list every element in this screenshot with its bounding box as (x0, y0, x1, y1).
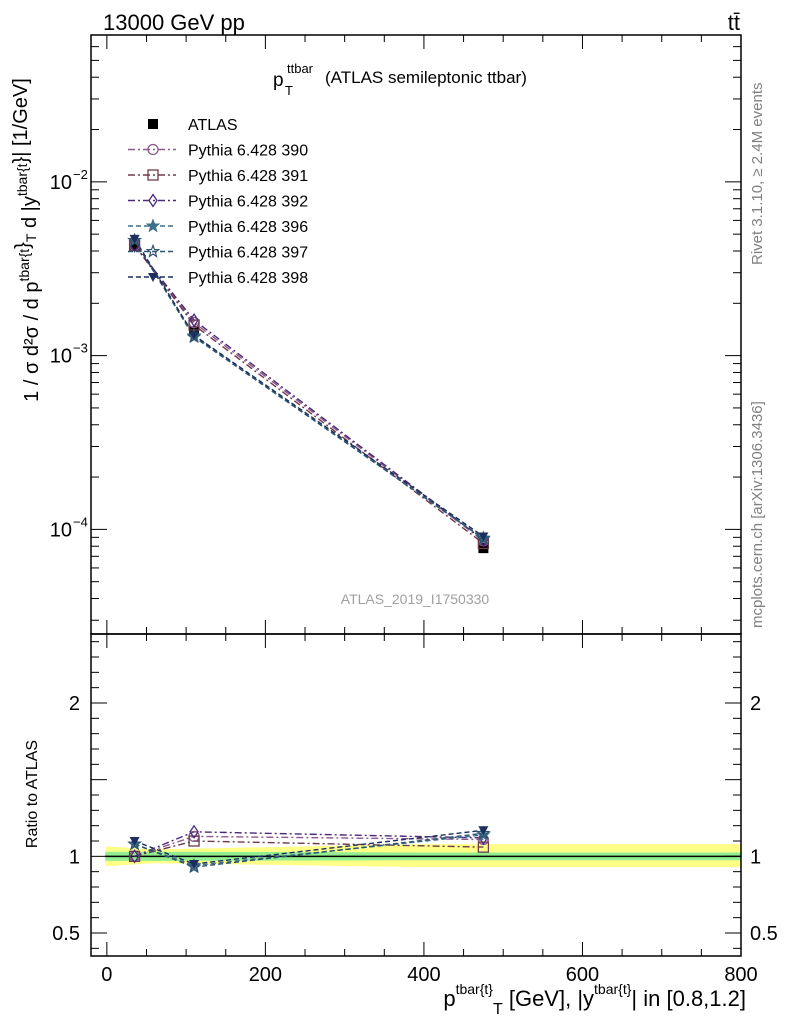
legend-marker-pythia-6-428-391 (147, 169, 159, 181)
ratio-frame (90, 633, 742, 957)
legend-marker-pythia-6-428-398 (148, 273, 158, 282)
y-tick-label: 10 (50, 346, 72, 368)
plot-title-rest: (ATLAS semileptonic ttbar) (325, 68, 527, 87)
x-tick-label: 800 (724, 964, 757, 986)
line-pythia-6-428-397 (134, 240, 484, 539)
header-left: 13000 GeV pp (103, 10, 245, 35)
ratio-point-pythia-6-428-397-0 (127, 836, 142, 851)
ratio-y-tick-label-right: 1 (750, 846, 761, 868)
ratio-point-pythia-6-428-391-2 (477, 841, 490, 853)
line-pythia-6-428-396 (134, 240, 484, 540)
main-y-axis-label: 1 / σ d²σ / d ptbar{t}T d |ytbar{t}| [1/… (10, 78, 43, 402)
series-lines (134, 238, 484, 868)
ratio-y-tick-label: 1 (69, 846, 80, 868)
point-atlas-0 (129, 240, 140, 251)
line-pythia-6-428-398 (134, 238, 484, 538)
legend-label-pythia-6-428-392: Pythia 6.428 392 (188, 194, 308, 211)
ratio-point-pythia-6-428-392-1 (189, 824, 199, 839)
x-tick-label: 200 (249, 964, 282, 986)
plot-title-sub: T (285, 83, 293, 98)
legend-marker-pythia-6-428-397 (145, 243, 161, 258)
ratio-point-pythia-6-428-392-0 (129, 849, 140, 864)
legend-label-pythia-6-428-397: Pythia 6.428 397 (188, 245, 308, 262)
ratio-y-tick-label: 2 (69, 693, 80, 715)
ratio-line-pythia-6-428-398 (134, 829, 484, 865)
y-tick-label-exponent: −2 (73, 167, 88, 182)
legend-label-pythia-6-428-390: Pythia 6.428 390 (188, 143, 308, 160)
header-right: tt̄ (728, 10, 740, 35)
plot-title-p: p (273, 70, 284, 91)
ratio-line-pythia-6-428-397 (134, 832, 484, 868)
x-axis-label: ptbar{t}T [GeV], |ytbar{t}| in [0.8,1.2] (443, 981, 746, 1018)
point-pythia-6-428-398-2 (478, 532, 489, 542)
x-tick-label: 600 (566, 964, 599, 986)
ratio-point-pythia-6-428-391-1 (188, 835, 200, 847)
legend-marker-atlas (148, 119, 158, 129)
line-pythia-6-428-392 (134, 245, 484, 541)
line-pythia-6-428-391 (134, 245, 484, 544)
ratio-point-pythia-6-428-398-2 (478, 826, 489, 836)
y-tick-label-exponent: −4 (73, 514, 88, 529)
plot-title-sup: ttbar (287, 61, 314, 76)
analysis-id: ATLAS_2019_I1750330 (341, 591, 490, 607)
ratio-point-pythia-6-428-398-0 (129, 837, 140, 846)
line-pythia-6-428-390 (134, 245, 484, 542)
ratio-uncertainty-bands (105, 844, 742, 868)
point-pythia-6-428-392-1 (189, 312, 199, 328)
ratio-point-pythia-6-428-397-2 (476, 825, 491, 840)
legend-marker-pythia-6-428-390 (147, 143, 159, 156)
ratio-point-pythia-6-428-397-1 (186, 859, 202, 874)
y-tick-label: 10 (50, 172, 72, 194)
legend-label-pythia-6-428-396: Pythia 6.428 396 (188, 219, 308, 236)
series-markers (127, 232, 491, 874)
rivet-label: Rivet 3.1.10, ≥ 2.4M events (749, 83, 766, 266)
legend-label-pythia-6-428-391: Pythia 6.428 391 (188, 168, 308, 185)
legend: ATLAS Pythia 6.428 390 Pythia 6.428 391 Pyt… (128, 117, 308, 287)
legend-label-atlas: ATLAS (188, 117, 238, 134)
ratio-point-pythia-6-428-398-1 (189, 860, 200, 869)
ratio-y-tick-label-right: 0.5 (750, 923, 778, 945)
ratio-y-tick-label-right: 2 (750, 693, 761, 715)
main-y-axis-label-text: 1 / σ d²σ / d ptbar{t}T d |ytbar{t}| [1/… (10, 78, 43, 402)
ratio-y-axis-label: Ratio to ATLAS (24, 740, 41, 848)
ratio-y-tick-label: 0.5 (52, 923, 80, 945)
legend-marker-pythia-6-428-392 (148, 193, 158, 208)
mcplots-label: mcplots.cern.ch [arXiv:1306.3436] (749, 401, 766, 628)
legend-marker-pythia-6-428-396 (145, 218, 161, 233)
x-tick-label: 0 (101, 964, 112, 986)
y-tick-label-exponent: −3 (73, 341, 88, 356)
point-pythia-6-428-398-1 (189, 331, 200, 341)
x-tick-label: 400 (407, 964, 440, 986)
y-tick-label: 10 (50, 519, 72, 541)
point-pythia-6-428-398-0 (129, 234, 140, 244)
legend-label-pythia-6-428-398: Pythia 6.428 398 (188, 270, 308, 287)
